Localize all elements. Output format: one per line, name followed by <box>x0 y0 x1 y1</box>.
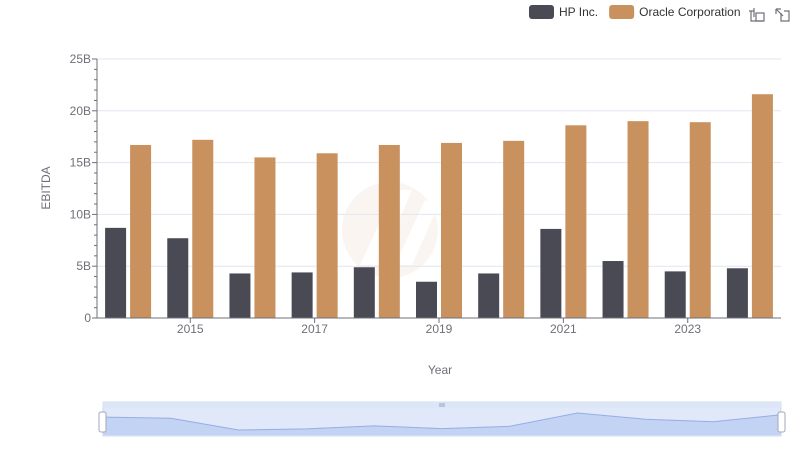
data-zoom-selection[interactable] <box>103 408 781 436</box>
legend-swatch <box>609 5 635 19</box>
y-axis-title: EBITDA <box>39 166 53 209</box>
data-zoom-preview <box>102 412 782 435</box>
bar-hp-2022 <box>602 261 624 318</box>
bar-oracle-2024 <box>751 94 773 318</box>
y-tick-label: 0 <box>84 311 91 325</box>
legend-label: HP Inc. <box>559 5 598 19</box>
bar-hp-2018 <box>353 267 375 318</box>
bar-oracle-2014 <box>130 144 152 318</box>
bar-oracle-2019 <box>441 142 462 318</box>
y-tick-label: 20B <box>70 104 91 118</box>
x-tick-label: 2023 <box>674 322 701 336</box>
zoom-area-icon[interactable] <box>749 8 765 22</box>
y-tick-label: 10B <box>70 207 91 221</box>
bar-oracle-2015 <box>192 139 214 318</box>
bar-oracle-2016 <box>254 157 276 318</box>
bar-oracle-2020 <box>503 140 525 318</box>
data-zoom-drag-grip[interactable] <box>439 403 445 407</box>
y-tick-label: 5B <box>76 259 91 273</box>
bar-oracle-2021 <box>565 125 587 318</box>
x-tick-label: 2021 <box>550 322 577 336</box>
axes: 0 5B 10B 15B 20B 25B 2015 2017 2019 2021 2023 <box>70 52 781 336</box>
bar-oracle-2017 <box>316 153 338 318</box>
bar-hp-2015 <box>167 238 189 318</box>
x-tick-label: 2019 <box>426 322 453 336</box>
bar-oracle-2023 <box>689 122 711 318</box>
bar-hp-2014 <box>105 227 127 318</box>
data-zoom-handle-left[interactable] <box>98 411 107 433</box>
bar-hp-2016 <box>229 273 251 318</box>
x-tick-label: 2015 <box>177 322 204 336</box>
bar-hp-2023 <box>664 271 686 318</box>
bar-oracle-2022 <box>627 121 649 318</box>
data-zoom-preview-line <box>102 412 782 431</box>
legend-swatch <box>529 5 554 19</box>
x-tick-label: 2017 <box>301 322 328 336</box>
y-tick-label: 25B <box>70 52 91 66</box>
legend-label: Oracle Corporation <box>639 5 740 19</box>
bars <box>105 94 773 318</box>
y-tick-label: 15B <box>70 156 91 170</box>
bar-hp-2024 <box>726 268 748 318</box>
legend[interactable]: HP Inc. Oracle Corporation <box>529 5 741 19</box>
data-zoom-handle-right[interactable] <box>777 411 786 433</box>
restore-icon[interactable] <box>775 8 790 22</box>
bar-hp-2017 <box>291 272 313 318</box>
bar-hp-2020 <box>478 273 500 318</box>
bar-hp-2021 <box>540 228 562 318</box>
x-axis-title: Year <box>428 363 452 377</box>
data-zoom-slider[interactable] <box>98 401 786 437</box>
bar-hp-2019 <box>416 281 437 318</box>
bar-oracle-2018 <box>378 144 400 318</box>
